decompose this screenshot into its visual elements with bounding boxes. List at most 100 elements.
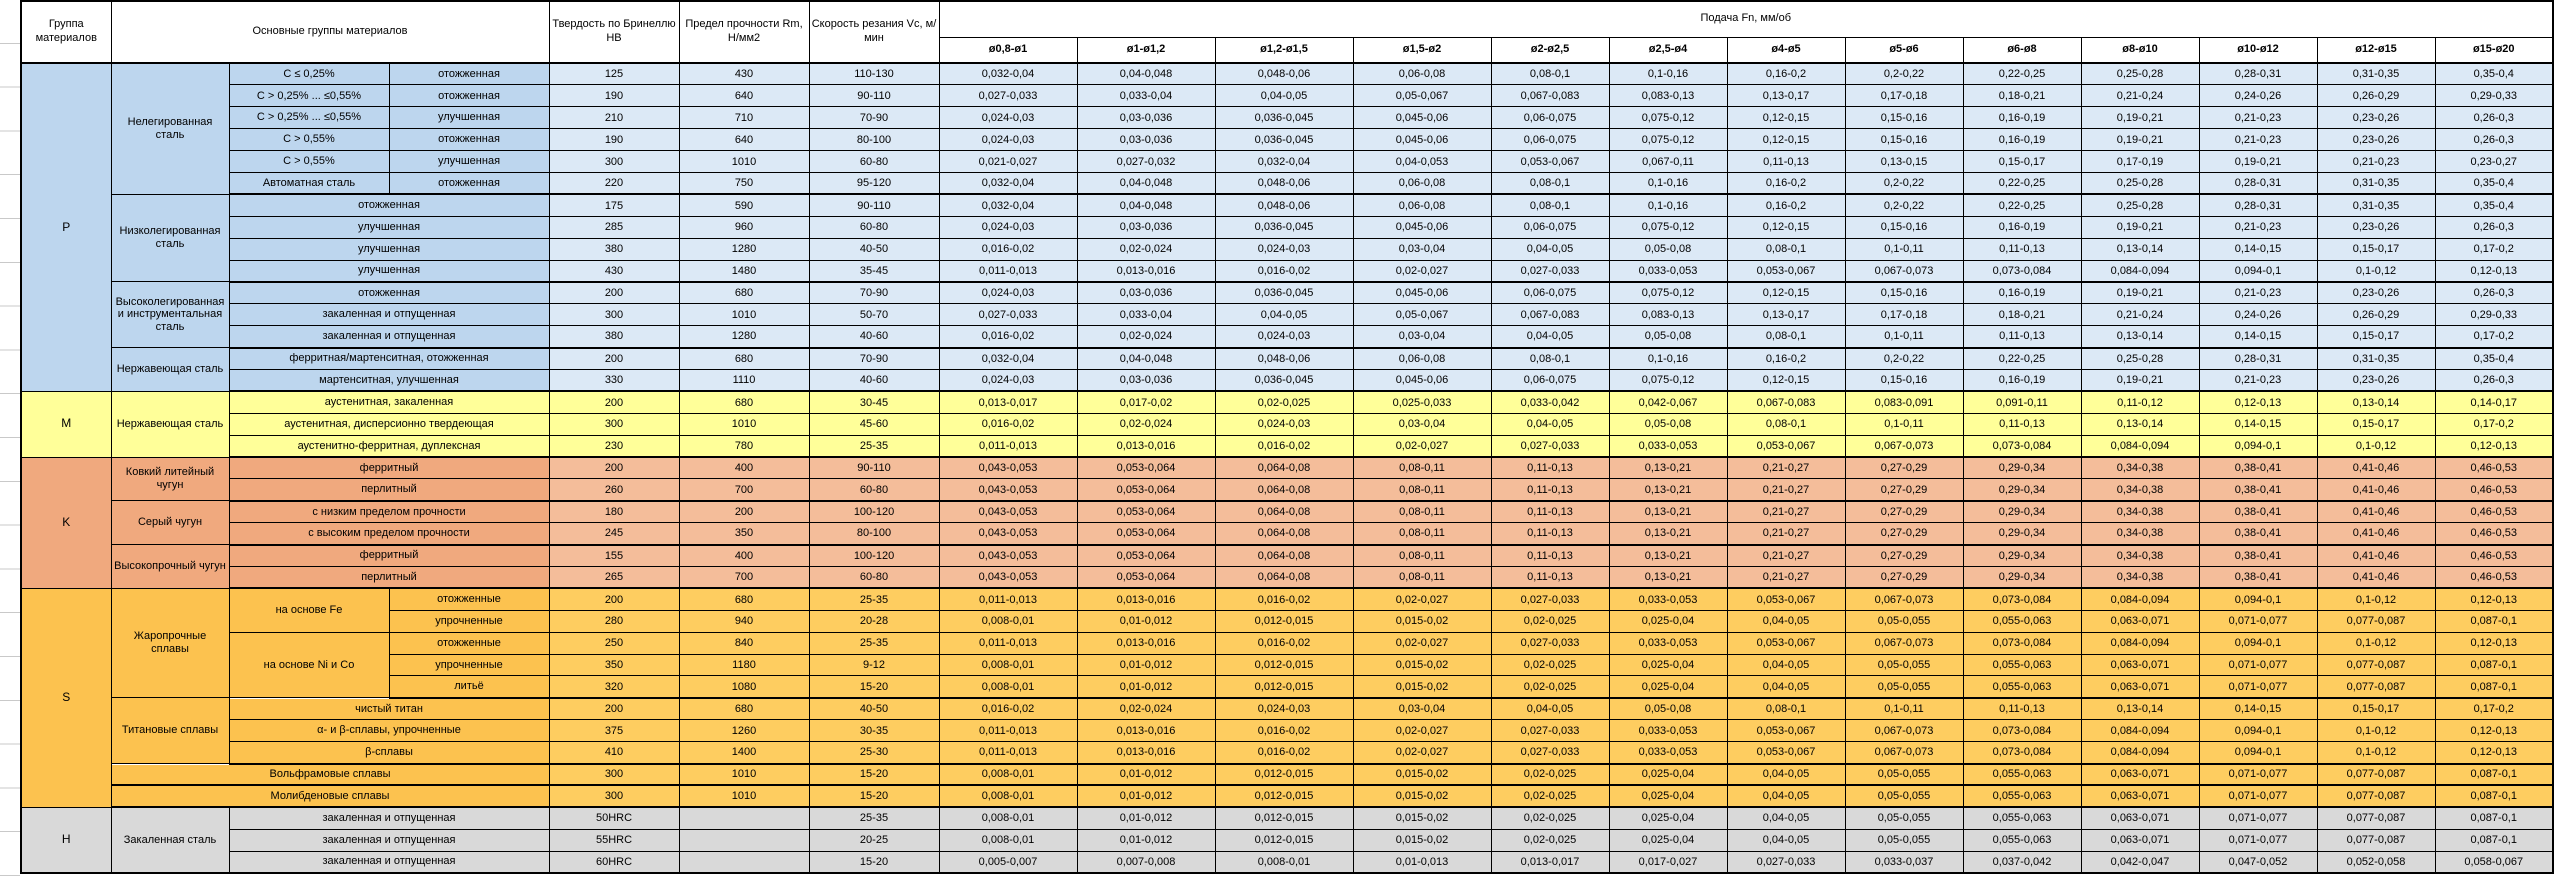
cell-name[interactable]: Титановые сплавы (110, 697, 230, 764)
cell-feed-12[interactable]: 0,31-0,35 (2316, 193, 2436, 217)
cell-feed-2[interactable]: 0,02-0,024 (1076, 697, 1216, 721)
cell-condition[interactable]: отожженные (388, 587, 550, 611)
cell-feed-1[interactable]: 0,024-0,03 (938, 106, 1078, 130)
cell-feed-6[interactable]: 0,05-0,08 (1608, 412, 1728, 436)
cell-feed-2[interactable]: 0,053-0,064 (1076, 522, 1216, 546)
cell-hardness-hb[interactable]: 350 (548, 653, 680, 677)
cell-feed-3[interactable]: 0,036-0,045 (1214, 128, 1354, 152)
cell-hardness-hb[interactable]: 190 (548, 128, 680, 152)
cell-speed-vc[interactable]: 90-110 (808, 193, 940, 217)
cell-feed-13[interactable]: 0,087-0,1 (2434, 806, 2554, 830)
cell-feed-6[interactable]: 0,033-0,053 (1608, 434, 1728, 459)
cell-feed-4[interactable]: 0,02-0,027 (1352, 741, 1492, 765)
cell-feed-1[interactable]: 0,011-0,013 (938, 719, 1078, 743)
cell-feed-3[interactable]: 0,064-0,08 (1214, 478, 1354, 502)
cell-condition[interactable]: ферритный (228, 544, 550, 567)
cell-feed-7[interactable]: 0,08-0,1 (1726, 412, 1846, 436)
cell-feed-10[interactable]: 0,13-0,14 (2080, 325, 2200, 349)
cell-feed-1[interactable]: 0,016-0,02 (938, 697, 1078, 721)
cell-hardness-hb[interactable]: 300 (548, 784, 680, 809)
cell-feed-4[interactable]: 0,05-0,067 (1352, 303, 1492, 327)
cell-feed-10[interactable]: 0,063-0,071 (2080, 653, 2200, 677)
cell-feed-8[interactable]: 0,27-0,29 (1844, 456, 1964, 480)
cell-hardness-hb[interactable]: 300 (548, 763, 680, 787)
cell-feed-10[interactable]: 0,13-0,14 (2080, 412, 2200, 436)
cell-name[interactable]: Вольфрамовые сплавы (110, 763, 550, 787)
cell-feed-6[interactable]: 0,083-0,13 (1608, 84, 1728, 108)
cell-feed-5[interactable]: 0,027-0,033 (1490, 587, 1610, 611)
cell-feed-13[interactable]: 0,26-0,3 (2434, 215, 2554, 239)
cell-feed-2[interactable]: 0,03-0,036 (1076, 368, 1216, 393)
cell-feed-4[interactable]: 0,08-0,11 (1352, 478, 1492, 502)
cell-feed-8[interactable]: 0,083-0,091 (1844, 390, 1964, 414)
cell-feed-12[interactable]: 0,1-0,12 (2316, 587, 2436, 611)
cell-condition[interactable]: закаленная и отпущенная (228, 806, 550, 830)
cell-feed-8[interactable]: 0,15-0,16 (1844, 128, 1964, 152)
cell-speed-vc[interactable]: 40-60 (808, 325, 940, 349)
cell-condition[interactable]: β-сплавы (228, 741, 550, 765)
cell-feed-10[interactable]: 0,063-0,071 (2080, 763, 2200, 787)
header-feed-diameter-3[interactable]: ø1,2-ø1,5 (1214, 36, 1354, 64)
cell-feed-13[interactable]: 0,26-0,3 (2434, 106, 2554, 130)
cell-feed-7[interactable]: 0,053-0,067 (1726, 587, 1846, 611)
cell-feed-6[interactable]: 0,13-0,21 (1608, 478, 1728, 502)
cell-feed-3[interactable]: 0,064-0,08 (1214, 456, 1354, 480)
cell-feed-6[interactable]: 0,025-0,04 (1608, 828, 1728, 852)
cell-feed-3[interactable]: 0,012-0,015 (1214, 653, 1354, 677)
cell-feed-5[interactable]: 0,033-0,042 (1490, 390, 1610, 414)
cell-feed-11[interactable]: 0,38-0,41 (2198, 565, 2318, 590)
cell-feed-6[interactable]: 0,025-0,04 (1608, 763, 1728, 787)
cell-feed-2[interactable]: 0,053-0,064 (1076, 565, 1216, 590)
cell-feed-5[interactable]: 0,067-0,083 (1490, 303, 1610, 327)
cell-feed-1[interactable]: 0,011-0,013 (938, 259, 1078, 283)
cell-feed-3[interactable]: 0,02-0,025 (1214, 390, 1354, 414)
cell-feed-13[interactable]: 0,12-0,13 (2434, 741, 2554, 765)
cell-feed-6[interactable]: 0,033-0,053 (1608, 741, 1728, 765)
cell-feed-13[interactable]: 0,087-0,1 (2434, 828, 2554, 852)
cell-feed-7[interactable]: 0,08-0,1 (1726, 697, 1846, 721)
cell-strength-rm[interactable]: 750 (678, 171, 810, 196)
cell-feed-6[interactable]: 0,1-0,16 (1608, 347, 1728, 370)
cell-feed-5[interactable]: 0,08-0,1 (1490, 62, 1610, 86)
cell-feed-11[interactable]: 0,071-0,077 (2198, 653, 2318, 677)
cell-feed-13[interactable]: 0,058-0,067 (2434, 850, 2554, 874)
cell-feed-1[interactable]: 0,016-0,02 (938, 237, 1078, 261)
cell-feed-6[interactable]: 0,075-0,12 (1608, 215, 1728, 239)
cell-feed-8[interactable]: 0,067-0,073 (1844, 719, 1964, 743)
cell-feed-10[interactable]: 0,17-0,19 (2080, 150, 2200, 173)
cell-feed-11[interactable]: 0,094-0,1 (2198, 259, 2318, 283)
cell-feed-11[interactable]: 0,094-0,1 (2198, 631, 2318, 655)
cell-hardness-hb[interactable]: 200 (548, 587, 680, 611)
cell-feed-10[interactable]: 0,11-0,12 (2080, 390, 2200, 414)
cell-feed-6[interactable]: 0,05-0,08 (1608, 697, 1728, 721)
cell-feed-11[interactable]: 0,14-0,15 (2198, 697, 2318, 721)
cell-subgroup[interactable]: C > 0,25% ... ≤0,55% (228, 106, 390, 130)
cell-condition[interactable]: закаленная и отпущенная (228, 303, 550, 327)
cell-feed-1[interactable]: 0,008-0,01 (938, 806, 1078, 830)
cell-feed-12[interactable]: 0,26-0,29 (2316, 303, 2436, 327)
cell-feed-5[interactable]: 0,027-0,033 (1490, 434, 1610, 459)
cell-condition[interactable]: улучшенная (388, 150, 550, 173)
cell-feed-12[interactable]: 0,077-0,087 (2316, 763, 2436, 787)
cell-speed-vc[interactable]: 30-45 (808, 390, 940, 414)
cell-feed-6[interactable]: 0,13-0,21 (1608, 522, 1728, 546)
cell-feed-2[interactable]: 0,01-0,012 (1076, 784, 1216, 809)
cell-feed-12[interactable]: 0,15-0,17 (2316, 697, 2436, 721)
cell-feed-5[interactable]: 0,027-0,033 (1490, 259, 1610, 283)
cell-feed-10[interactable]: 0,19-0,21 (2080, 368, 2200, 393)
cell-feed-10[interactable]: 0,34-0,38 (2080, 478, 2200, 502)
cell-feed-3[interactable]: 0,048-0,06 (1214, 193, 1354, 217)
cell-feed-10[interactable]: 0,19-0,21 (2080, 281, 2200, 305)
cell-feed-9[interactable]: 0,29-0,34 (1962, 544, 2082, 567)
cell-speed-vc[interactable]: 95-120 (808, 171, 940, 196)
cell-feed-13[interactable]: 0,087-0,1 (2434, 763, 2554, 787)
cell-feed-7[interactable]: 0,12-0,15 (1726, 368, 1846, 393)
cell-feed-2[interactable]: 0,033-0,04 (1076, 84, 1216, 108)
cell-speed-vc[interactable]: 40-50 (808, 697, 940, 721)
cell-feed-8[interactable]: 0,05-0,055 (1844, 763, 1964, 787)
cell-speed-vc[interactable]: 25-30 (808, 741, 940, 765)
cell-feed-9[interactable]: 0,29-0,34 (1962, 500, 2082, 524)
cell-hardness-hb[interactable]: 260 (548, 478, 680, 502)
cell-condition[interactable]: мартенситная, улучшенная (228, 368, 550, 393)
cell-feed-5[interactable]: 0,04-0,05 (1490, 237, 1610, 261)
